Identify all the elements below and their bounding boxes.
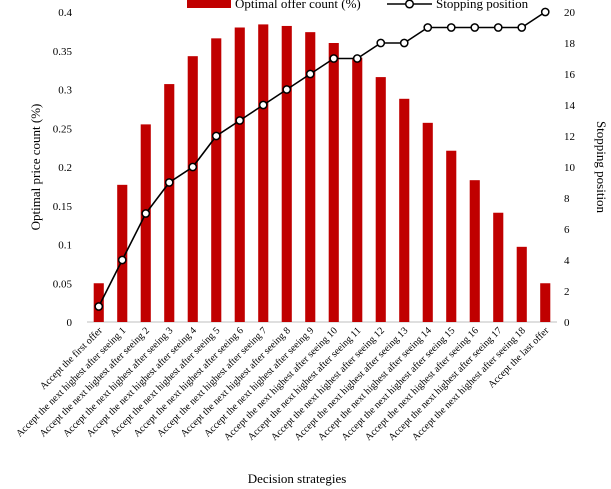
bar-series <box>93 24 551 323</box>
legend-bar-swatch <box>187 0 231 8</box>
bar <box>140 124 151 323</box>
y2-tick-label: 20 <box>564 7 576 19</box>
line-point <box>540 7 550 17</box>
line-point <box>211 131 221 141</box>
bar <box>493 212 504 322</box>
left-axis: 0 0.05 0.1 0.15 0.2 0.25 0.3 0.35 0.4 <box>53 7 73 329</box>
y-tick-label: 0 <box>67 317 73 329</box>
line-point <box>493 23 503 32</box>
line-point <box>470 23 480 32</box>
bar <box>281 25 292 322</box>
bar <box>187 56 198 323</box>
line-point <box>399 38 409 48</box>
y2-tick-label: 4 <box>564 255 570 267</box>
y2-tick-label: 10 <box>564 162 576 174</box>
y-tick-label: 0.35 <box>53 46 73 58</box>
y2-tick-label: 6 <box>564 224 570 236</box>
line-series <box>94 7 550 311</box>
bar <box>516 246 527 322</box>
right-axis: 0 2 4 6 8 10 12 14 16 18 20 <box>564 7 576 329</box>
bar <box>375 77 386 322</box>
line-point <box>376 38 386 48</box>
bar <box>234 27 245 322</box>
y-tick-label: 0.2 <box>58 162 72 174</box>
line-point <box>141 209 151 218</box>
y-tick-label: 0.1 <box>58 240 72 252</box>
legend-bar-label: Optimal offer count (%) <box>235 0 361 11</box>
bar <box>540 283 551 322</box>
legend-line-label: Stopping position <box>436 0 529 11</box>
y2-tick-label: 8 <box>564 193 570 205</box>
bar <box>211 38 222 322</box>
line-point <box>164 178 174 187</box>
line-point <box>352 54 362 63</box>
y2-tick-label: 18 <box>564 38 576 50</box>
line-point <box>446 23 456 32</box>
y-tick-label: 0.25 <box>53 123 73 135</box>
y-tick-label: 0.05 <box>53 278 73 290</box>
bar <box>469 180 480 322</box>
y2-tick-label: 14 <box>564 100 576 112</box>
bar <box>446 150 457 322</box>
bar <box>328 43 339 322</box>
line-point <box>423 23 433 32</box>
line-point <box>329 54 339 63</box>
line-point <box>517 23 527 32</box>
line-point <box>305 69 315 79</box>
bar <box>305 32 316 323</box>
bar <box>352 57 363 322</box>
y2-tick-label: 12 <box>564 131 575 143</box>
line-point <box>94 302 104 311</box>
line-point <box>235 116 245 125</box>
bar <box>422 122 433 322</box>
bar <box>164 84 175 322</box>
x-axis-title: Decision strategies <box>248 471 347 486</box>
bar <box>258 24 269 323</box>
y2-axis-title: Stopping position <box>594 121 609 214</box>
line-point <box>188 162 198 172</box>
y2-tick-label: 0 <box>564 317 570 329</box>
line-point <box>282 85 292 94</box>
y2-tick-label: 2 <box>564 286 570 298</box>
bar <box>117 184 128 322</box>
y-axis-title: Optimal price count (%) <box>28 104 43 231</box>
legend: Optimal offer count (%) Stopping positio… <box>187 0 529 11</box>
y-tick-label: 0.15 <box>53 201 73 213</box>
legend-line-marker <box>404 0 415 9</box>
y2-tick-label: 16 <box>564 69 576 81</box>
y-tick-label: 0.4 <box>58 7 72 19</box>
bar <box>399 98 410 322</box>
line-point <box>258 100 268 110</box>
line-point <box>117 255 127 265</box>
y-tick-label: 0.3 <box>58 85 72 97</box>
